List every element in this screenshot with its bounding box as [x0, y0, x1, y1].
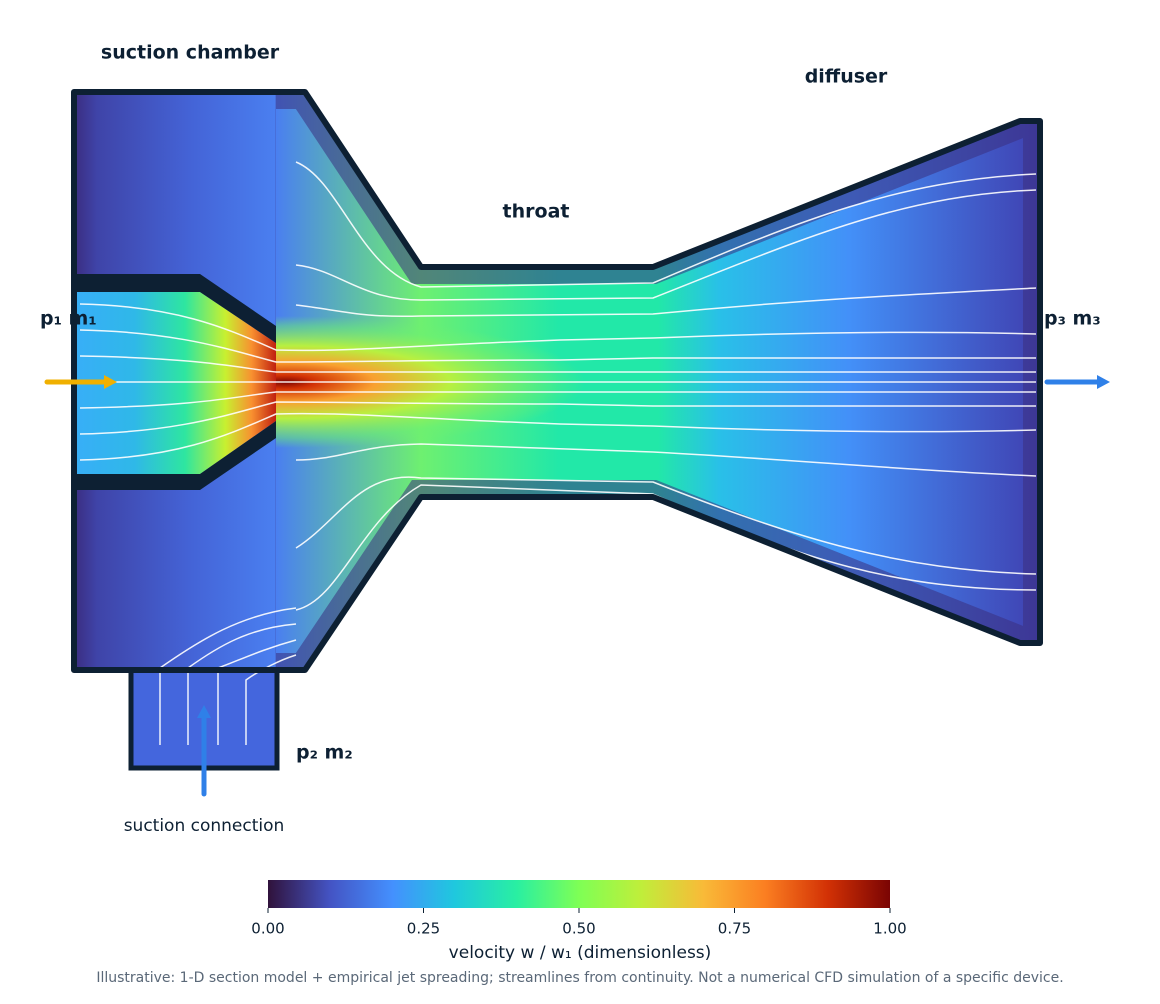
flow-arrows: [44, 375, 1110, 797]
label: suction chamber: [101, 42, 280, 64]
label: suction connection: [124, 816, 285, 836]
walls: [71, 89, 1043, 673]
label: p₃ m₃: [1044, 308, 1101, 330]
label: p₁ m₁: [40, 308, 97, 330]
colorbar-label: velocity w / w₁ (dimensionless): [449, 943, 712, 963]
primary-nozzle-flow: [74, 292, 276, 474]
tick-label: 0.00: [251, 920, 284, 938]
streamlines: [48, 161, 1037, 745]
tick-label: 0.50: [562, 920, 595, 938]
label: diffuser: [805, 66, 888, 88]
tick-label: 0.75: [718, 920, 751, 938]
tick-label: 1.00: [873, 920, 906, 938]
label: p₂ m₂: [296, 742, 353, 764]
label: throat: [503, 201, 570, 223]
footnote: Illustrative: 1-D section model + empiri…: [96, 970, 1063, 986]
colorbar-ticks: 0.00 0.25 0.50 0.75 1.00: [251, 908, 907, 938]
tick-label: 0.25: [407, 920, 440, 938]
colorbar: [268, 880, 890, 908]
